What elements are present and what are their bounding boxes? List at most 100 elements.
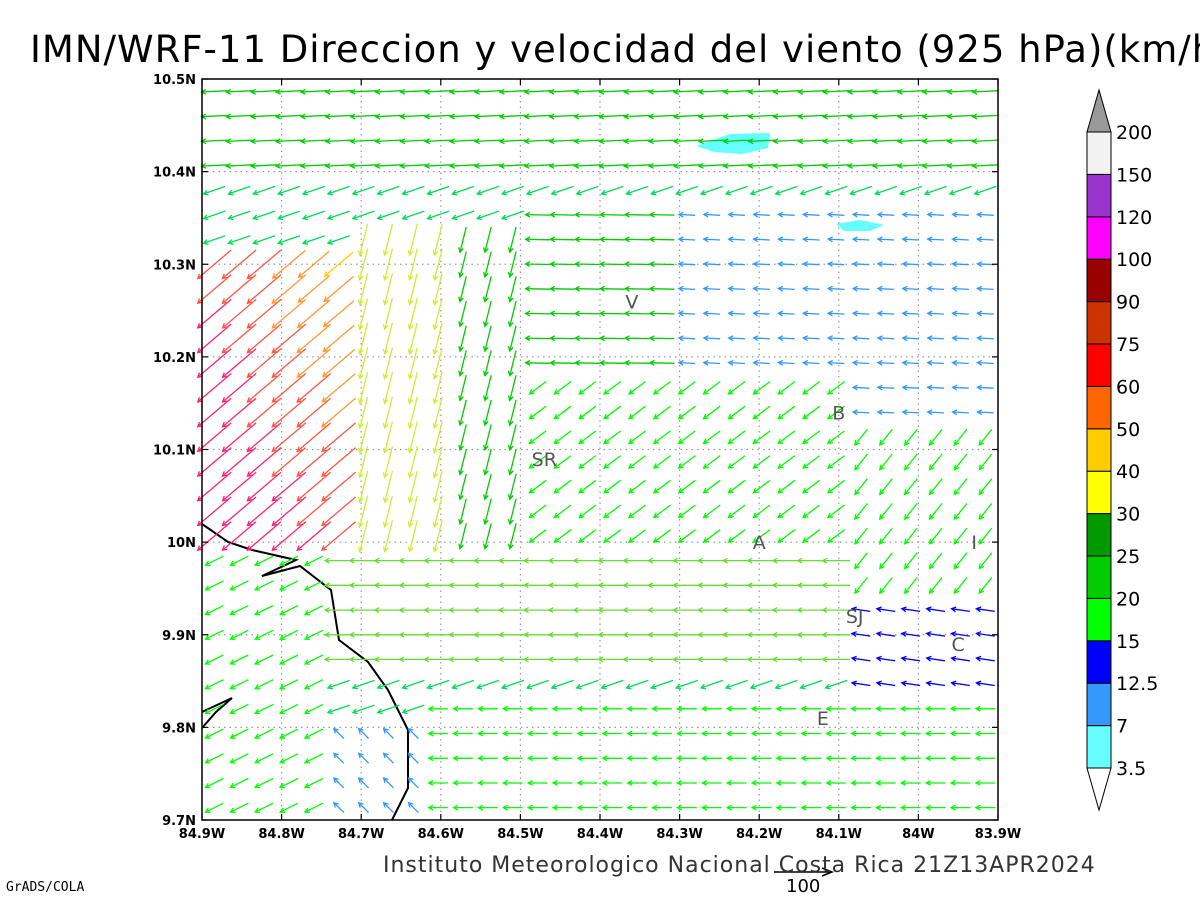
wind-vector [796, 631, 826, 638]
wind-vector [746, 582, 776, 589]
wind-vector [725, 755, 747, 762]
wind-vector [271, 496, 307, 527]
wind-vector [752, 529, 771, 544]
wind-vector [750, 730, 772, 737]
wind-vector [475, 185, 500, 196]
lat-tick-label: 9.7N [162, 814, 196, 829]
wind-vector [572, 582, 602, 589]
wind-vector [851, 384, 870, 391]
wind-vector [896, 138, 924, 145]
wind-vector [876, 359, 895, 366]
wind-vector [953, 552, 968, 570]
wind-vector [373, 631, 403, 638]
wind-vector [851, 409, 870, 416]
wind-vector [799, 185, 823, 196]
wind-vector [677, 310, 696, 317]
wind-vector [382, 421, 394, 455]
lon-tick-label: 84.2W [736, 827, 782, 842]
wind-vector [950, 655, 970, 662]
wind-vector [746, 631, 776, 638]
wind-vector [348, 582, 378, 589]
wind-vector [875, 655, 896, 662]
wind-vector [928, 577, 943, 595]
colorbar-segment [1086, 597, 1112, 642]
colorbar-segment [1086, 725, 1112, 769]
wind-vector [727, 529, 746, 544]
wind-vector [501, 755, 523, 762]
wind-vector [900, 606, 921, 613]
wind-vector [373, 656, 403, 663]
wind-vector [976, 335, 994, 342]
wind-vector [246, 373, 282, 403]
wind-vector [951, 335, 969, 342]
wind-vector [528, 455, 547, 469]
colorbar-segment [1086, 173, 1112, 218]
wind-vector [750, 804, 772, 811]
wind-vector [498, 113, 526, 120]
wind-vector [623, 211, 650, 218]
wind-vector [432, 396, 443, 430]
wind-vector [548, 138, 576, 145]
wind-vector [771, 582, 801, 589]
wind-vector [725, 780, 747, 786]
wind-vector [551, 755, 573, 762]
wind-vector [724, 679, 748, 690]
wind-vector [452, 730, 473, 737]
wind-vector [458, 473, 467, 501]
wind-vector [951, 310, 969, 317]
wind-vector [878, 502, 893, 521]
wind-vector [652, 380, 671, 395]
wind-vector [278, 728, 299, 739]
wind-vector [925, 655, 946, 662]
wind-vector [821, 582, 851, 589]
wind-vector [482, 251, 492, 279]
wind-vector [507, 325, 517, 353]
wind-vector [498, 88, 526, 95]
wind-vector [553, 455, 572, 469]
wind-vector [357, 297, 369, 331]
wind-vector [500, 210, 525, 221]
wind-vector [622, 138, 651, 145]
wind-vector [876, 310, 895, 317]
wind-vector [702, 335, 721, 342]
wind-vector [652, 529, 671, 544]
wind-vector [204, 777, 224, 789]
wind-vector [382, 322, 394, 356]
wind-vector [528, 529, 547, 544]
wind-vector [696, 582, 726, 589]
wind-vector [850, 631, 871, 637]
wind-vector [777, 359, 795, 366]
wind-vector [497, 607, 527, 613]
wind-vector [229, 802, 249, 813]
wind-vector [482, 399, 492, 427]
wind-vector [647, 88, 676, 95]
wind-vector [322, 300, 355, 328]
wind-vector [946, 113, 974, 120]
wind-vector [801, 335, 820, 342]
wind-vector [876, 384, 895, 391]
wind-vector [528, 430, 547, 445]
wind-vector [722, 162, 750, 169]
wind-vector [578, 455, 597, 469]
wind-vector [278, 555, 299, 566]
wind-vector [351, 210, 375, 221]
wind-vector [752, 359, 770, 366]
wind-vector [777, 504, 796, 519]
wind-vector [850, 804, 871, 811]
wind-vector [401, 210, 425, 221]
wind-vector [547, 557, 577, 564]
wind-vector [647, 582, 676, 589]
wind-vector [924, 755, 946, 762]
wind-vector [672, 88, 701, 95]
wind-vector [482, 276, 492, 303]
wind-vector [278, 802, 299, 813]
wind-vector [448, 88, 477, 95]
wind-vector [296, 422, 332, 453]
wind-vector [423, 631, 453, 638]
wind-vector [821, 113, 850, 120]
colorbar-label: 25 [1116, 546, 1140, 568]
wind-vector [357, 446, 369, 479]
wind-vector [901, 285, 920, 292]
wind-vector [626, 755, 647, 762]
wind-vector [357, 248, 369, 282]
